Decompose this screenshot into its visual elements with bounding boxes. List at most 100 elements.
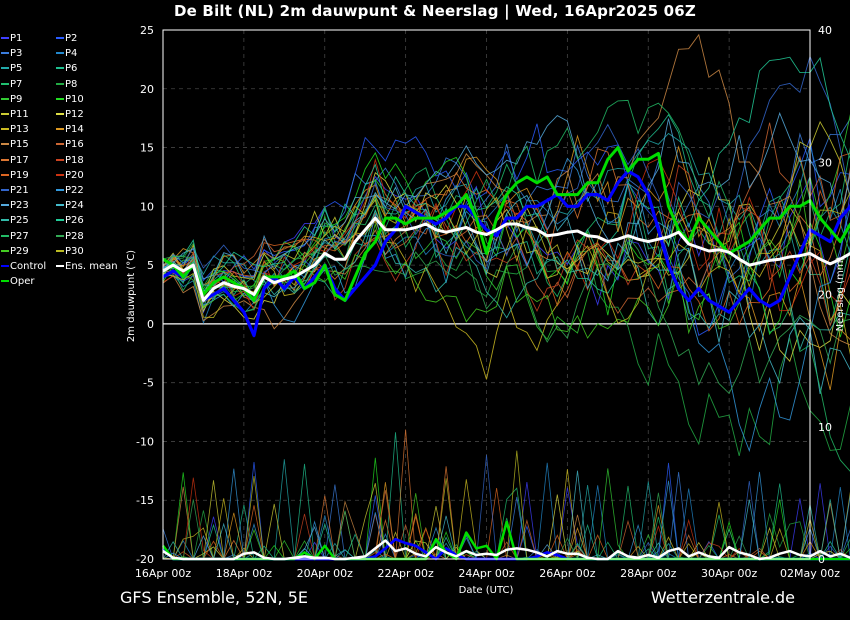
- member-line: [162, 120, 850, 299]
- legend-label: P6: [65, 63, 78, 75]
- legend-label: P27: [10, 230, 29, 242]
- legend-label: P29: [10, 245, 29, 257]
- x-tick-label: 16Apr 00z: [135, 567, 192, 580]
- series-ens-mean-dewpoint: [162, 216, 850, 302]
- y-tick-label: -20: [136, 553, 154, 566]
- legend-item: P23: [1, 200, 29, 212]
- y-tick-label: -5: [143, 377, 154, 390]
- footer-site: Wetterzentrale.de: [650, 588, 795, 607]
- member-line: [162, 157, 850, 453]
- member-precip-line: [163, 429, 850, 560]
- legend-label: P18: [65, 154, 84, 166]
- legend-label: Control: [10, 261, 47, 272]
- legend-label: P23: [10, 200, 29, 212]
- legend-item: P14: [56, 124, 84, 136]
- legend-item: P29: [1, 246, 29, 258]
- legend-swatch: [1, 280, 9, 283]
- y2-tick-label: 30: [818, 156, 832, 169]
- series-ens-mean-precip: [162, 539, 850, 561]
- member-precip-line: [163, 455, 850, 560]
- legend-swatch: [56, 97, 64, 100]
- legend-item: P10: [56, 94, 84, 106]
- legend-label: P24: [65, 200, 84, 212]
- legend-label: P3: [10, 48, 23, 60]
- legend-item: P8: [56, 79, 77, 91]
- member-line: [162, 114, 850, 341]
- legend-swatch: [1, 113, 9, 115]
- legend-label: P19: [10, 169, 29, 181]
- legend-item: P7: [1, 79, 22, 91]
- member-line: [162, 152, 850, 332]
- legend-item: P4: [56, 48, 77, 60]
- legend-item: P30: [56, 246, 84, 258]
- legend-item: P25: [1, 215, 29, 227]
- legend-item: P9: [1, 94, 22, 106]
- legend-label: P26: [65, 215, 84, 227]
- legend-swatch: [56, 158, 64, 161]
- legend-item: Ens. mean: [56, 261, 118, 273]
- plot-frame: [162, 29, 811, 560]
- y-tick-label: -10: [136, 435, 154, 448]
- legend-item: P22: [56, 185, 84, 197]
- member-precip-line: [163, 462, 850, 560]
- legend-item: P19: [1, 170, 29, 182]
- x-tick-label: 26Apr 00z: [539, 567, 596, 580]
- legend-label: P30: [65, 245, 84, 257]
- ensemble-members: [162, 33, 850, 561]
- legend-swatch: [56, 113, 64, 115]
- y-tick-label: 0: [147, 318, 154, 331]
- member-line: [162, 99, 850, 472]
- legend-label: P25: [10, 215, 29, 227]
- member-line: [162, 164, 850, 327]
- legend-label: Oper: [10, 276, 35, 288]
- legend-item: P27: [1, 231, 29, 243]
- x-tick-label: 02May 00z: [780, 567, 840, 580]
- legend-label: P20: [65, 169, 84, 181]
- member-line: [162, 118, 850, 300]
- legend-label: P5: [10, 63, 23, 75]
- legend-label: P22: [65, 185, 84, 196]
- member-precip-line: [163, 510, 850, 560]
- legend-item: P26: [56, 215, 84, 227]
- legend-item: P24: [56, 200, 84, 212]
- legend-swatch: [1, 82, 9, 85]
- member-line: [162, 156, 850, 363]
- legend-swatch: [1, 204, 9, 207]
- legend-swatch: [56, 249, 64, 252]
- member-line: [162, 209, 850, 351]
- legend-label: P10: [65, 93, 84, 105]
- y2-tick-label: 0: [818, 553, 825, 566]
- legend-swatch: [56, 52, 64, 55]
- member-precip-line: [163, 457, 850, 560]
- member-precip-line: [163, 468, 850, 560]
- legend-label: P15: [10, 139, 29, 151]
- legend-item: P6: [56, 63, 77, 75]
- legend-item: P11: [1, 109, 29, 121]
- member-line: [162, 111, 850, 280]
- member-line: [162, 56, 850, 294]
- member-line: [162, 134, 850, 391]
- y2-tick-label: 10: [818, 421, 832, 434]
- series-oper-dewpoint: [162, 146, 850, 302]
- legend-swatch: [1, 143, 9, 146]
- y2-tick-label: 40: [818, 24, 832, 37]
- legend-swatch: [56, 204, 64, 207]
- legend-swatch: [1, 52, 9, 55]
- legend-swatch: [56, 234, 64, 237]
- member-precip-line: [163, 432, 850, 560]
- member-precip-line: [163, 459, 850, 561]
- legend-label: P4: [65, 48, 78, 60]
- legend-label: Ens. mean: [65, 261, 118, 272]
- member-line: [162, 33, 850, 346]
- legend-item: P17: [1, 155, 29, 167]
- legend-swatch: [56, 173, 64, 176]
- legend-label: P16: [65, 139, 84, 151]
- member-precip-line: [163, 470, 850, 561]
- legend-item: Control: [1, 261, 46, 273]
- axes: 25 20 15 10 5 0 -5 -10 -15 -20 40 30 20 10 0 16Apr 00z 1…: [135, 24, 840, 580]
- legend-swatch: [56, 219, 64, 222]
- x-tick-label: 22Apr 00z: [377, 567, 434, 580]
- legend-item: P20: [56, 170, 84, 182]
- x-axis-label: Date (UTC): [459, 585, 514, 596]
